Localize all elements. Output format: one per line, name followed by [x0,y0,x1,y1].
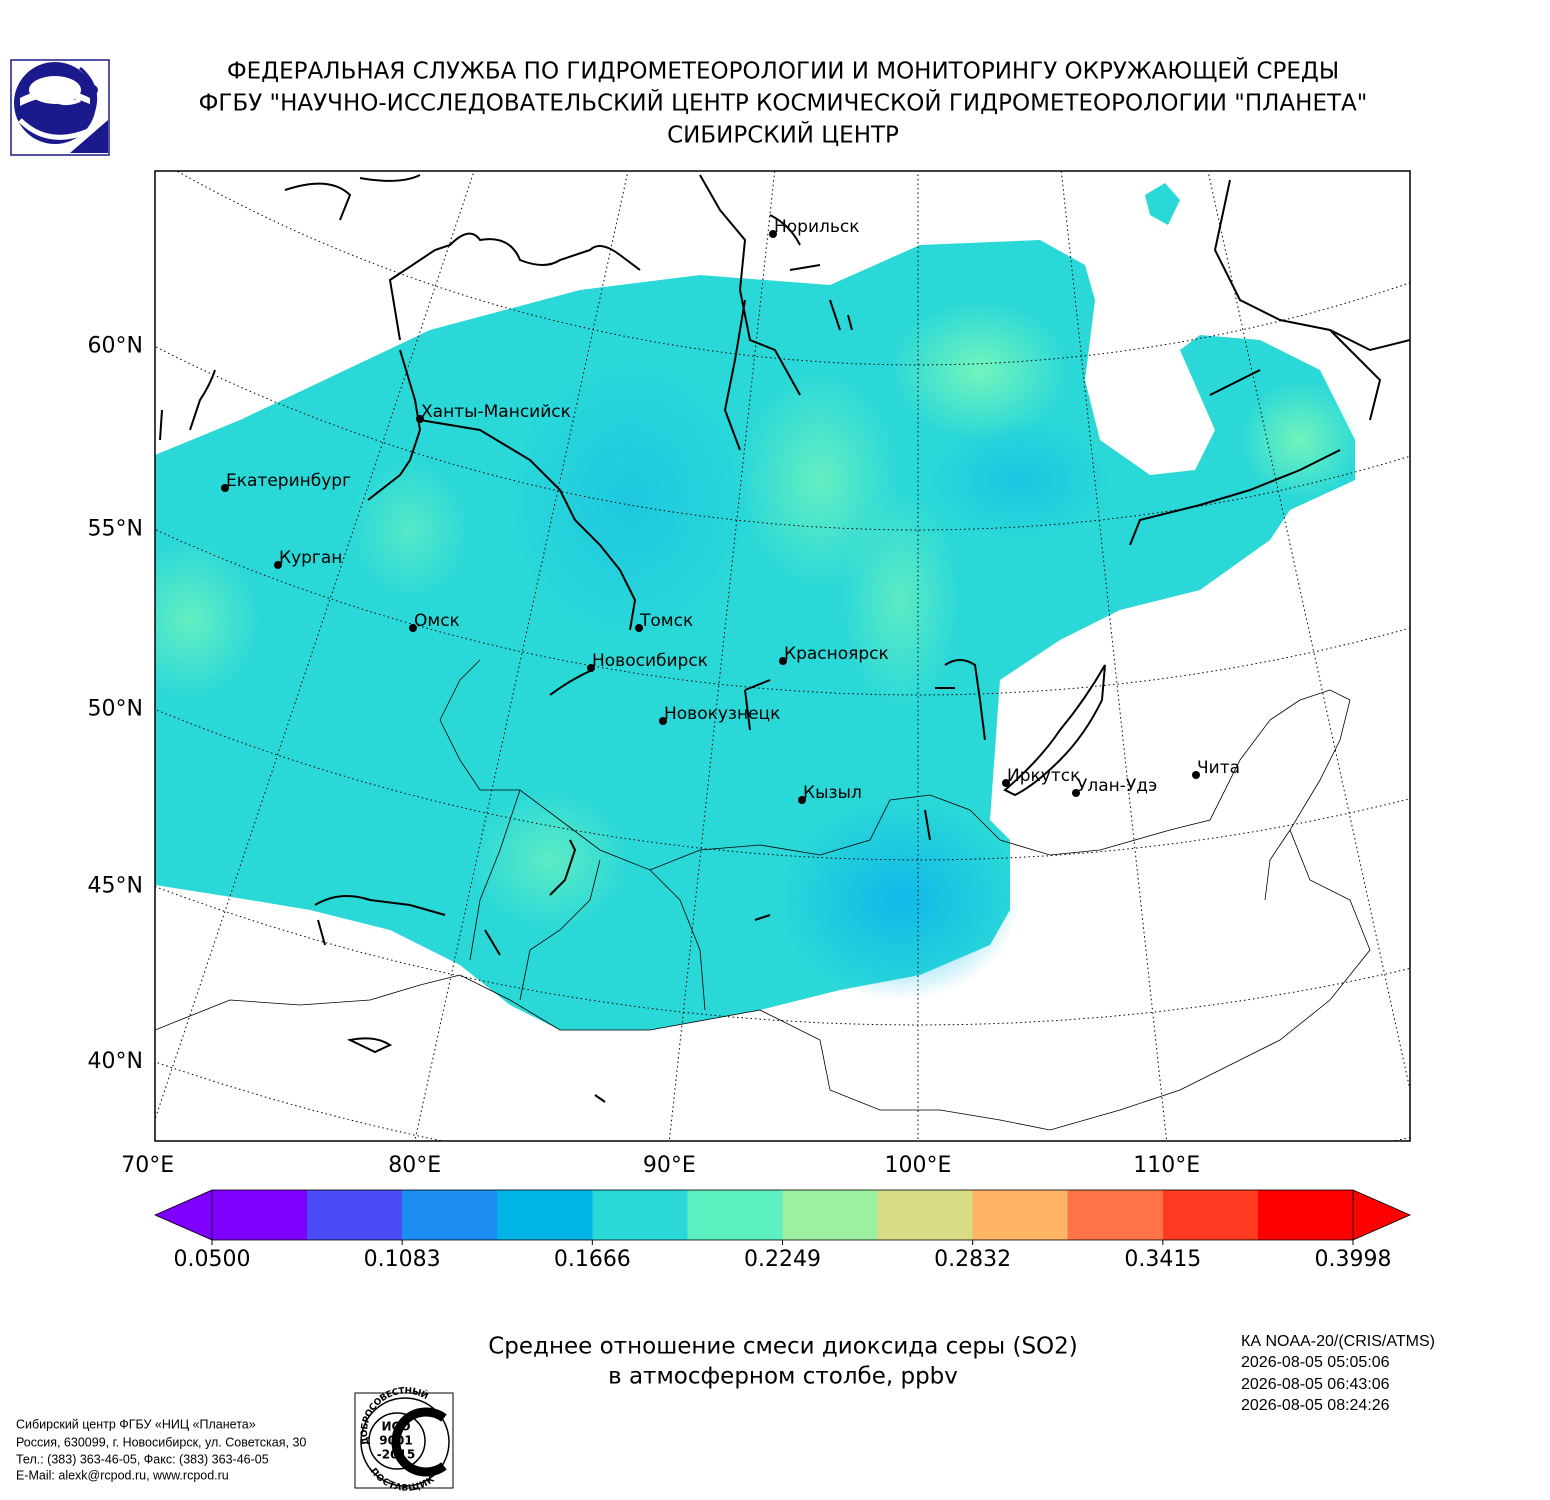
meridian-line-minor [1207,171,1410,1093]
city-label: Ханты-Мансийск [421,402,571,422]
city-label: Курган [279,548,342,568]
lon-label: 110°E [1133,1153,1200,1178]
city-dot [416,415,424,423]
city-dot [221,484,229,492]
city-dot [587,664,595,672]
city-label: Новосибирск [592,651,708,671]
meridian-line [1060,171,1168,1141]
city-label: Новокузнецк [664,704,780,724]
city-label: Кызыл [803,783,862,803]
colorbar-extend-low [154,1189,213,1241]
lat-label: 40°N [88,1049,143,1074]
lat-label: 45°N [88,874,143,899]
city-dot [1002,779,1010,787]
parallel-line [155,345,1410,531]
iso-line: ИСО [381,1420,410,1434]
lon-label: 80°E [388,1153,441,1178]
axis-labels: 60°N 55°N 50°N 45°N 40°N 70°E 80°E 90°E 100°E 110… [88,333,1201,1178]
city-dot [1072,789,1080,797]
city-dot [635,624,643,632]
colorbar-tick-label: 0.3998 [1315,1247,1392,1272]
city-dot [1192,771,1200,779]
satellite-line: 2026-08-05 08:24:26 [1241,1397,1390,1414]
coastlines [159,174,1410,1103]
caption-line: в атмосферном столбе, ppbv [608,1364,958,1390]
lon-label: 70°E [121,1153,174,1178]
iso-logo: ДОБРОСОВЕСТНЫЙ ПОСТАВЩИК ИСО 9001 -2015 [354,1386,454,1494]
iso-line: -2015 [377,1448,415,1462]
colorbar-body [211,1189,1354,1241]
satellite-line: 2026-08-05 05:05:06 [1241,1354,1390,1371]
header-line: СИБИРСКИЙ ЦЕНТР [667,121,899,149]
colorbar-tick-label: 0.1083 [364,1247,441,1272]
planet-logo [10,59,110,156]
city-label: Екатеринбург [226,471,351,491]
lon-label: 100°E [885,1153,952,1178]
city-dot [798,796,806,804]
city-label: Иркутск [1007,766,1080,786]
city-dot [409,624,417,632]
lat-label: 55°N [88,517,143,542]
satellite-line: КА NOAA-20/(CRIS/ATMS) [1241,1333,1435,1350]
colorbar-tick-label: 0.1666 [554,1247,631,1272]
colorbar: 0.0500 0.1083 0.1666 0.2249 0.2832 0.3415 0.39… [154,1189,1411,1272]
colorbar-tick-label: 0.0500 [174,1247,251,1272]
lon-label: 90°E [643,1153,696,1178]
footer-line: Тел.: (383) 363-46-05, Факс: (383) 363-4… [16,1452,269,1466]
lat-label: 60°N [88,333,143,358]
footer-line: E-Mail: alexk@rcpod.ru, www.rcpod.ru [16,1468,229,1482]
meridian-line [668,171,776,1141]
city-dot [274,561,282,569]
cities: Норильск Ханты-Мансийск Екатеринбург Курган… [221,217,1240,804]
city-dot [659,717,667,725]
map-frame [154,170,1411,1142]
footer-line: Сибирский центр ФГБУ «НИЦ «Планета» [16,1417,256,1431]
city-dot [769,230,777,238]
footer-line: Россия, 630099, г. Новосибирск, ул. Сове… [16,1435,306,1449]
colorbar-extend-high [1352,1189,1411,1241]
header-line: ФГБУ "НАУЧНО-ИССЛЕДОВАТЕЛЬСКИЙ ЦЕНТР КОС… [199,89,1368,117]
meridian-line [155,171,475,1121]
city-label: Норильск [774,217,860,237]
header-line: ФЕДЕРАЛЬНАЯ СЛУЖБА ПО ГИДРОМЕТЕОРОЛОГИИ … [227,57,1339,85]
city-label: Чита [1197,758,1240,778]
colorbar-tick-label: 0.2249 [744,1247,821,1272]
colorbar-tick-label: 0.3415 [1124,1247,1201,1272]
meridian-line [414,171,629,1141]
colorbar-tick-label: 0.2832 [934,1247,1011,1272]
city-label: Улан-Удэ [1077,776,1157,796]
city-label: Томск [639,611,693,631]
borders [155,659,1371,1131]
caption-line: Среднее отношение смеси диоксида серы (S… [488,1334,1078,1360]
so2-field [155,183,1360,1030]
satellite-line: 2026-08-05 06:43:06 [1241,1376,1390,1393]
city-dot [779,657,787,665]
city-label: Красноярск [784,644,889,664]
iso-line: 9001 [379,1434,412,1448]
lat-label: 50°N [88,696,143,721]
city-label: Омск [414,611,460,631]
